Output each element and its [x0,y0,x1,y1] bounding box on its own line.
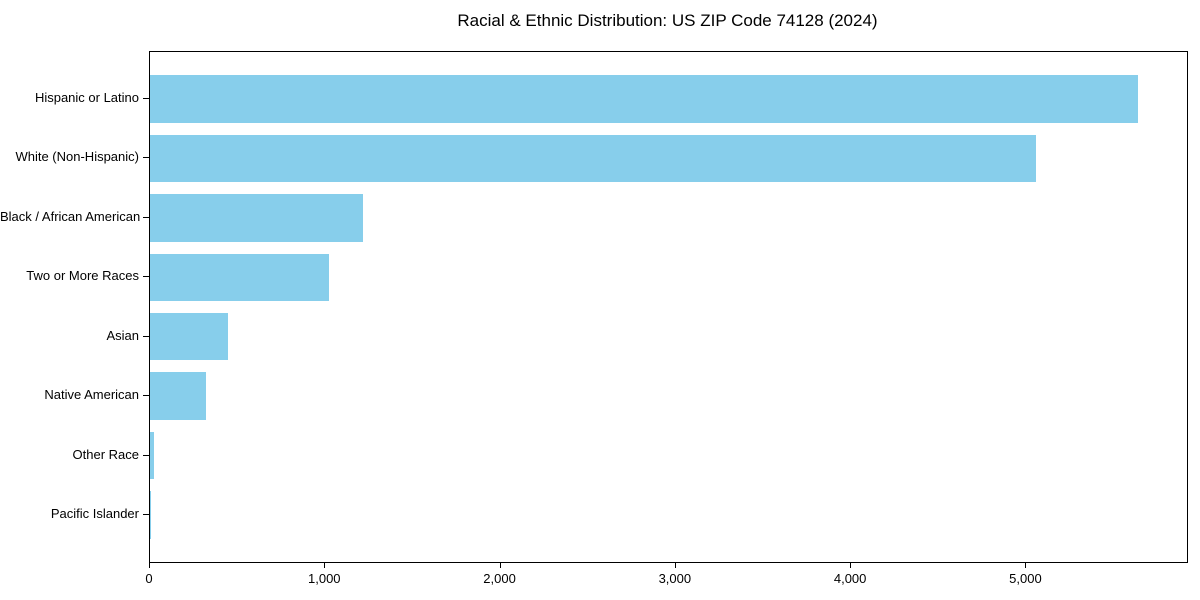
bar [150,491,151,539]
x-tick-label: 1,000 [308,571,341,586]
x-tick-label: 4,000 [833,571,867,586]
x-tick [149,562,150,568]
y-tick-label: Two or More Races [26,268,139,284]
x-tick [1025,562,1027,568]
bar [150,253,330,302]
x-tick [499,562,501,568]
y-tick-label: Pacific Islander [50,506,139,522]
chart-title: Racial & Ethnic Distribution: US ZIP Cod… [457,11,878,30]
y-tick-label: Other Race [72,446,139,462]
x-tick-label: 2,000 [483,571,516,586]
y-tick-label: Native American [44,387,139,403]
y-tick [143,514,149,516]
bar [150,372,207,420]
y-tick-label: Black / African American [0,208,141,224]
bar [150,134,1037,183]
y-tick-label: White (Non-Hispanic) [15,149,139,165]
y-tick [143,276,149,278]
y-tick [143,216,149,218]
y-tick-label: Asian [106,327,139,343]
bar [150,431,154,480]
plot-area [149,51,1188,563]
y-tick [143,454,149,456]
y-tick [143,157,149,159]
x-tick-label: 3,000 [658,571,692,586]
x-tick [850,562,852,568]
y-tick [143,97,149,99]
bar [150,75,1138,123]
y-tick [143,335,149,337]
x-tick [674,562,676,568]
y-tick [143,395,149,397]
bar [150,312,228,361]
x-tick [324,562,326,568]
y-tick-label: Hispanic or Latino [34,89,139,105]
bar [150,194,364,242]
x-tick-label: 0 [145,571,153,586]
x-tick-label: 5,000 [1009,571,1042,586]
